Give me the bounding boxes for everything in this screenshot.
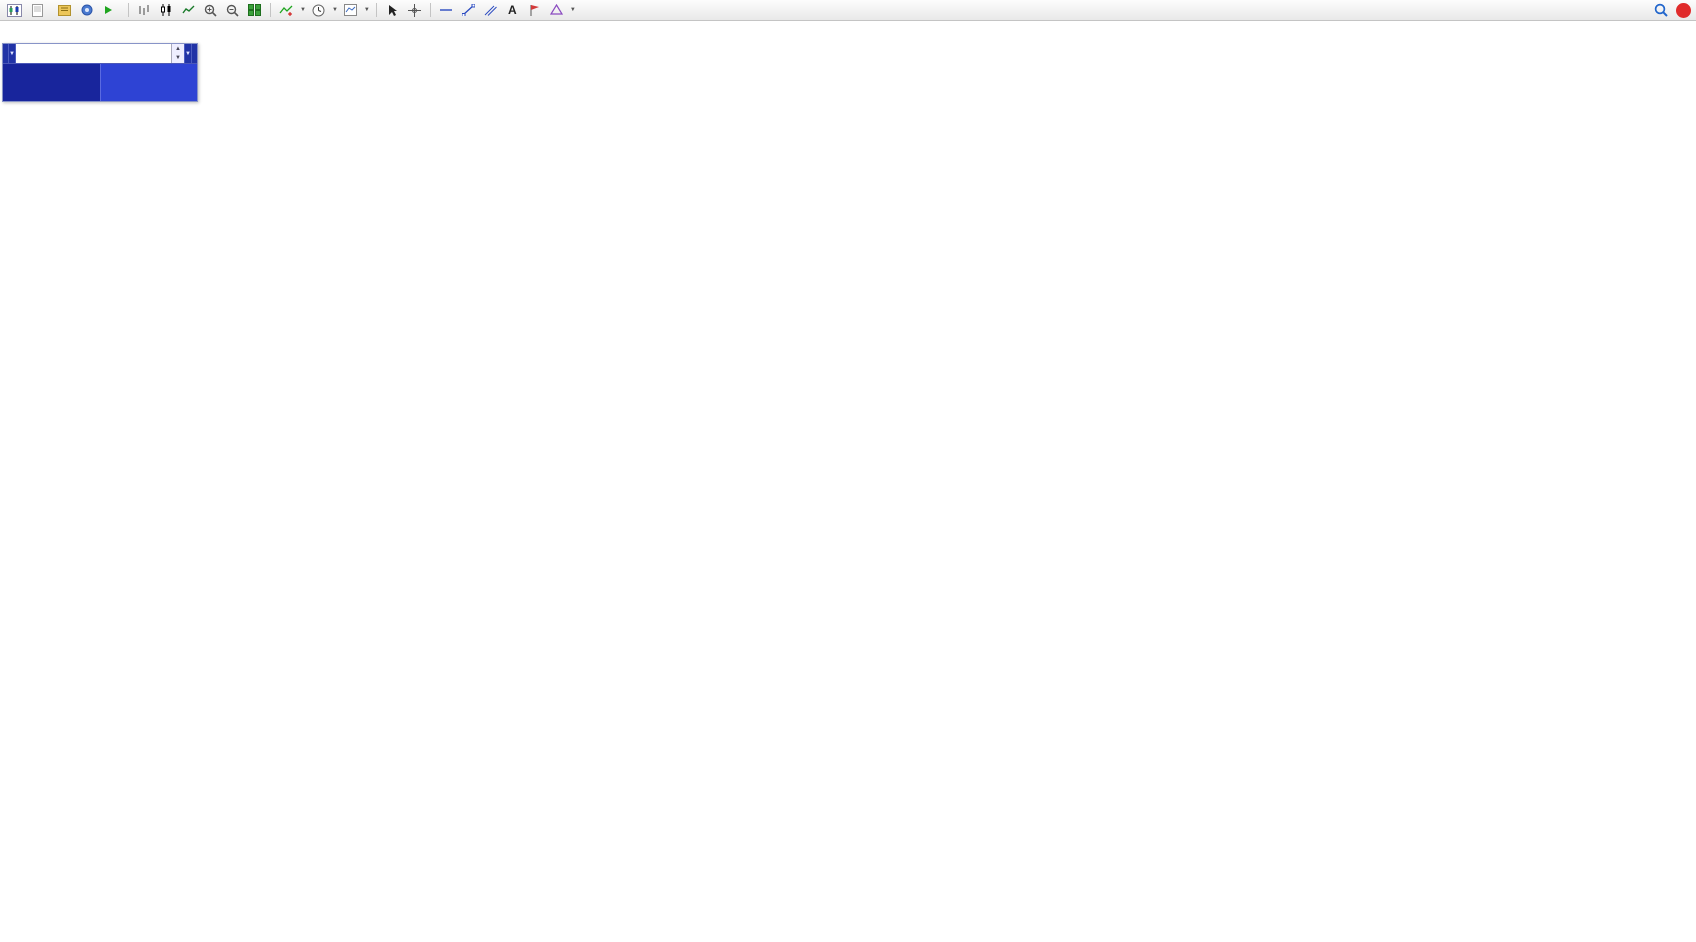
volume-spinner: ▲ ▼ — [171, 44, 184, 63]
trendline-icon[interactable] — [459, 2, 478, 19]
new-order-icon — [32, 3, 43, 17]
chart-window: ▼ ▲ ▼ ▼ — [0, 21, 1696, 942]
template-caret-icon[interactable]: ▼ — [363, 7, 370, 13]
notification-badge[interactable] — [1676, 2, 1691, 18]
price-chart-canvas[interactable] — [0, 21, 1696, 942]
template-icon[interactable] — [341, 2, 360, 19]
volume-down-icon[interactable]: ▼ — [172, 53, 184, 63]
label-flag-icon[interactable] — [525, 2, 544, 19]
toolbar-separator — [270, 3, 271, 17]
toolbar-separator — [128, 3, 129, 17]
shapes-caret-icon[interactable]: ▼ — [569, 7, 576, 13]
rsi-indicator-label — [5, 691, 11, 703]
period-icon[interactable] — [309, 2, 328, 19]
crosshair-icon[interactable] — [405, 2, 424, 19]
chart-window-icon[interactable] — [5, 2, 24, 19]
candlestick-chart-icon[interactable] — [157, 2, 176, 19]
indicators-icon[interactable] — [277, 2, 296, 19]
sell-price-panel[interactable] — [3, 64, 100, 101]
sell-options-caret-icon[interactable]: ▼ — [8, 44, 16, 63]
new-order-button[interactable] — [27, 3, 52, 18]
options-icon[interactable] — [77, 2, 96, 19]
chart-title — [6, 26, 12, 38]
autotrading-play-icon — [105, 6, 112, 14]
hline-icon[interactable] — [437, 2, 456, 19]
period-caret-icon[interactable]: ▼ — [331, 7, 338, 13]
volume-up-icon[interactable]: ▲ — [172, 44, 184, 54]
bars-chart-icon[interactable] — [135, 2, 154, 19]
one-click-trading-widget: ▼ ▲ ▼ ▼ — [2, 43, 198, 102]
line-chart-icon[interactable] — [179, 2, 198, 19]
main-toolbar: ▼ ▼ ▼ A ▼ — [0, 0, 1696, 21]
zoom-out-icon[interactable] — [223, 2, 242, 19]
text-icon[interactable]: A — [508, 3, 517, 17]
toolbar-right-group — [1651, 2, 1691, 19]
volume-input[interactable] — [16, 44, 171, 63]
shapes-icon[interactable] — [547, 2, 566, 19]
toolbar-separator — [375, 3, 377, 17]
toolbar-separator — [429, 3, 431, 17]
macd-indicator-label — [5, 541, 17, 553]
autotrading-button[interactable] — [99, 4, 122, 16]
search-icon[interactable] — [1651, 2, 1670, 19]
cursor-icon[interactable] — [383, 2, 402, 19]
channel-icon[interactable] — [481, 2, 500, 19]
buy-price-panel[interactable] — [99, 64, 197, 101]
sell-button[interactable] — [3, 44, 9, 63]
tile-windows-icon[interactable] — [245, 2, 264, 19]
indicators-caret-icon[interactable]: ▼ — [300, 7, 306, 13]
volume-field: ▲ ▼ — [16, 44, 184, 63]
metaeditor-icon[interactable] — [55, 2, 74, 19]
zoom-in-icon[interactable] — [201, 2, 220, 19]
buy-options-caret-icon[interactable]: ▼ — [184, 44, 192, 63]
buy-button[interactable] — [191, 44, 197, 63]
